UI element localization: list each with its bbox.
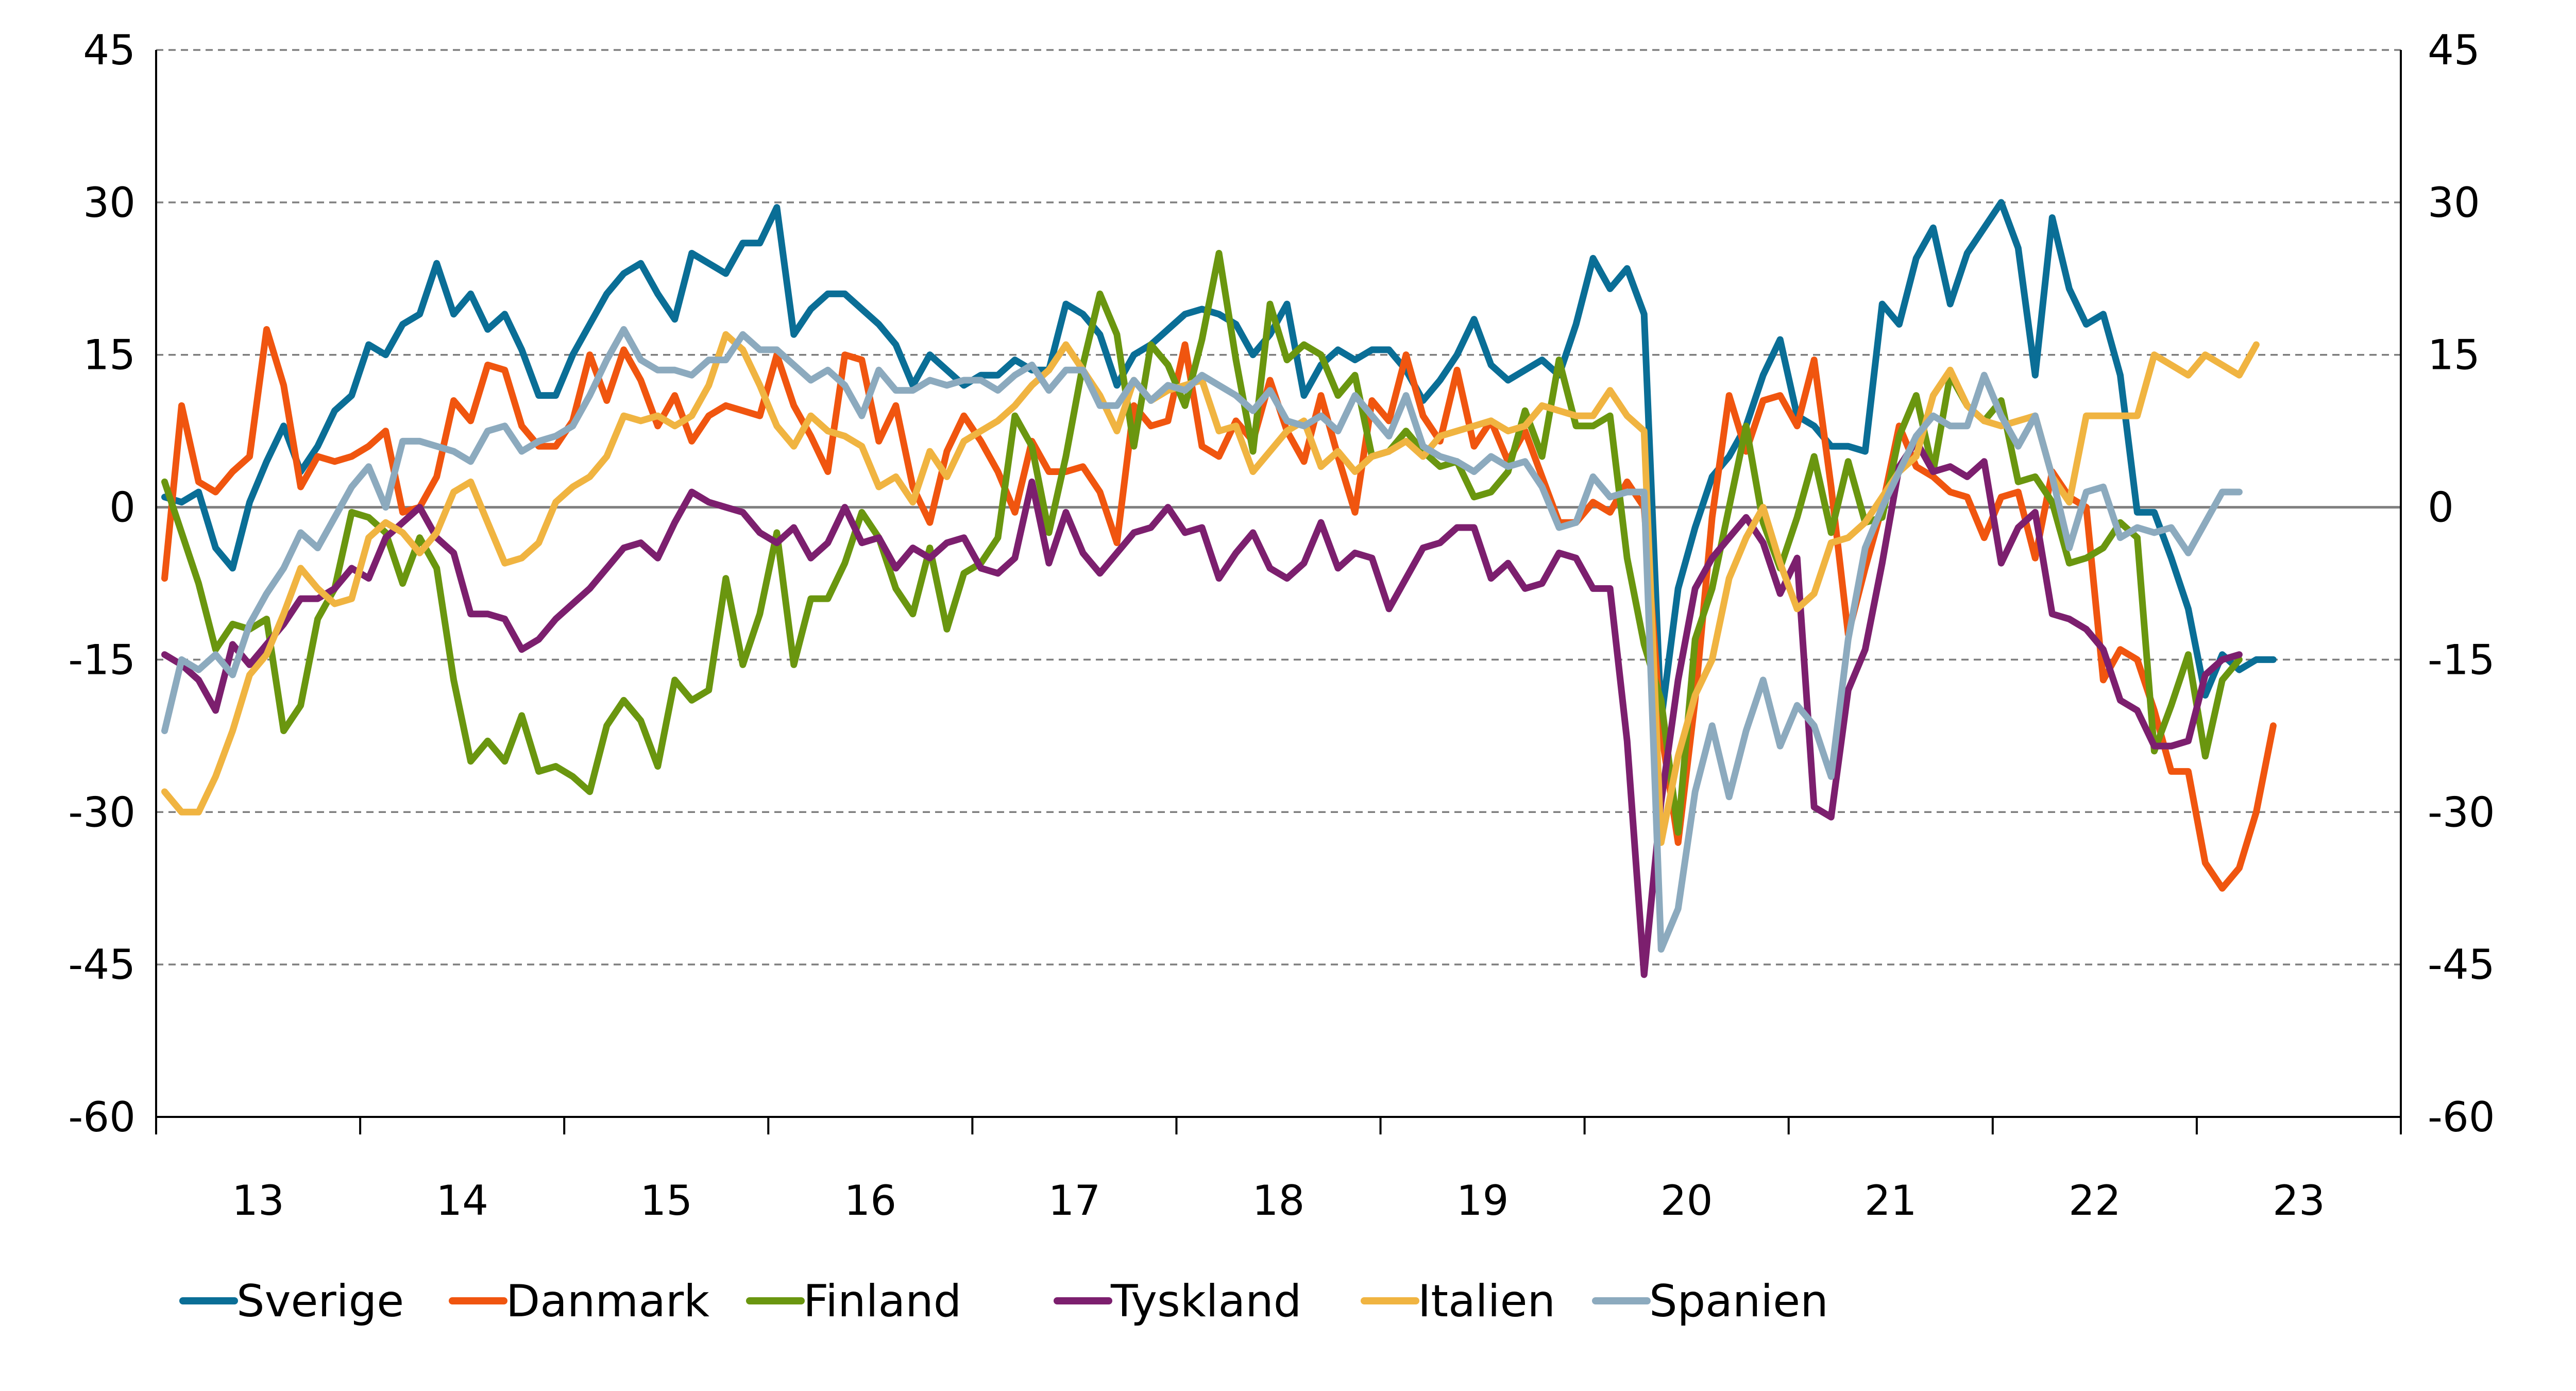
y-tick-label-left: 30 [83, 179, 135, 227]
legend: Sverige Danmark Finland Tyskland Italien Span… [179, 1276, 1828, 1327]
legend-label: Italien [1418, 1276, 1555, 1327]
legend-label: Spanien [1649, 1276, 1828, 1327]
axes: 45 30 15 0 -15 -30 -45 -60 45 30 15 0 -15 -30 -45 -60 13… [68, 26, 2495, 1225]
x-tick-label: 15 [640, 1177, 692, 1225]
legend-item-sverige: Sverige [179, 1276, 404, 1327]
series-lines [161, 199, 2277, 978]
x-tick-label: 17 [1048, 1177, 1101, 1225]
legend-item-italien: Italien [1361, 1276, 1555, 1327]
y-tick-label-right: 45 [2428, 26, 2480, 74]
legend-label: Tyskland [1110, 1276, 1301, 1327]
x-tick-label: 13 [232, 1177, 284, 1225]
y-tick-label-left: 15 [83, 331, 135, 379]
x-tick-label: 23 [2273, 1177, 2325, 1225]
legend-item-finland: Finland [746, 1276, 961, 1327]
y-tick-label-right: 30 [2428, 179, 2480, 227]
y-tick-label-left: -15 [68, 636, 135, 684]
y-tick-label-left: -30 [68, 788, 135, 836]
gridlines [156, 49, 2401, 965]
y-tick-label-right: 15 [2428, 331, 2480, 379]
legend-label: Sverige [236, 1276, 404, 1327]
y-tick-label-right: -60 [2428, 1093, 2495, 1141]
x-tick-label: 19 [1456, 1177, 1509, 1225]
series-line-finland [161, 250, 2243, 836]
x-tick-label: 16 [844, 1177, 896, 1225]
legend-item-danmark: Danmark [449, 1276, 709, 1327]
y-tick-label-left: -60 [68, 1093, 135, 1141]
y-tick-label-left: 45 [83, 26, 135, 74]
x-tick-label: 14 [436, 1177, 488, 1225]
legend-label: Finland [803, 1276, 961, 1327]
y-tick-label-right: -30 [2428, 788, 2495, 836]
series-line-danmark [161, 326, 2277, 892]
series-line-sverige [161, 199, 2277, 724]
x-tick-label: 18 [1252, 1177, 1305, 1225]
series-line-tyskland [161, 437, 2243, 978]
series-line-italien [161, 331, 2260, 846]
y-tick-label-right: 0 [2428, 484, 2454, 532]
series-line-spanien [161, 326, 2243, 953]
y-tick-label-left: 0 [109, 484, 135, 532]
legend-item-spanien: Spanien [1592, 1276, 1828, 1327]
legend-label: Danmark [506, 1276, 709, 1327]
y-tick-label-right: -45 [2428, 941, 2495, 989]
x-tick-label: 21 [1865, 1177, 1917, 1225]
x-tick-label: 22 [2069, 1177, 2121, 1225]
legend-item-tyskland: Tyskland [1054, 1276, 1301, 1327]
y-tick-label-left: -45 [68, 941, 135, 989]
y-tick-label-right: -15 [2428, 636, 2495, 684]
x-tick-label: 20 [1660, 1177, 1713, 1225]
